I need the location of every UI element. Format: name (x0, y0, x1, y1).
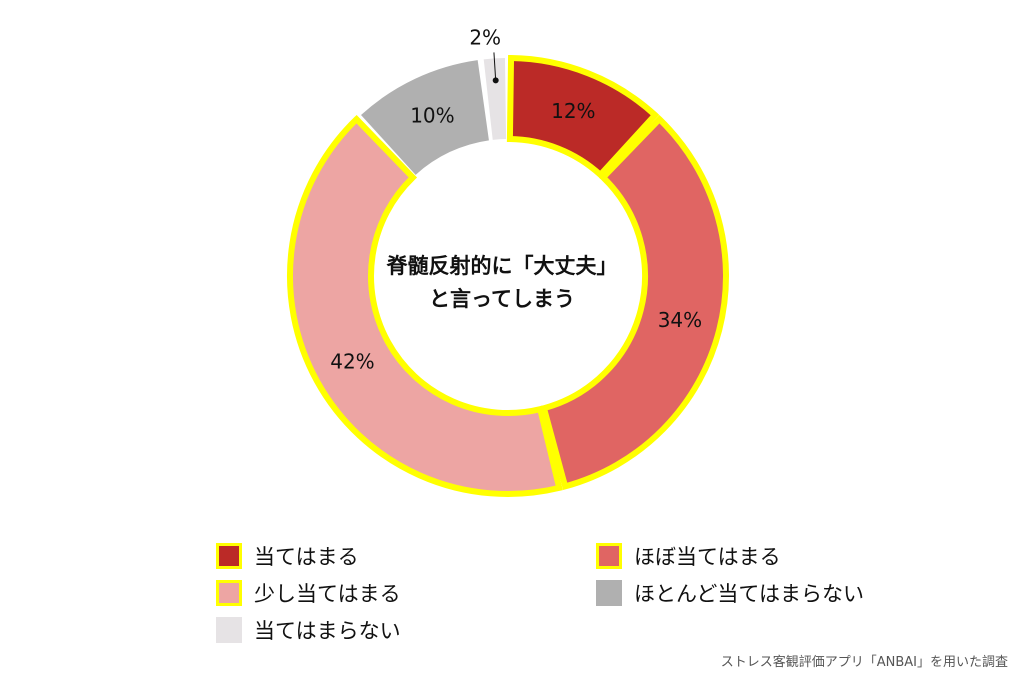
legend-label-sukoshi-atehamaru: 少し当てはまる (254, 582, 401, 606)
slice-label-atehamaranai: 2% (469, 25, 501, 49)
legend-item-sukoshi-atehamaru: 少し当てはまる (216, 577, 401, 609)
legend-label-hotondo-atehamaranai: ほとんど当てはまらない (634, 582, 864, 606)
legend-item-atehamaranai: 当てはまらない (216, 614, 401, 646)
slice-atehamaranai (483, 58, 507, 140)
legend-swatch-hotondo-atehamaranai (596, 580, 622, 606)
slice-label-sukoshi-atehamaru: 42% (330, 350, 374, 374)
legend-label-atehamaru: 当てはまる (254, 545, 359, 569)
legend-item-hobo-atehamaru: ほぼ当てはまる (596, 540, 781, 572)
donut-chart: 12% 34% 42% 10% 2% 脊髄反射的に「大丈夫」 と言ってしまう (287, 25, 729, 497)
slice-hotondo-atehamaranai (361, 60, 489, 175)
legend-swatch-atehamaru (216, 543, 242, 569)
slice-label-atehamaru: 12% (551, 99, 595, 123)
legend-swatch-atehamaranai (216, 617, 242, 643)
slice-hobo-atehamaru (540, 114, 729, 491)
source-note: ストレス客観評価アプリ「ANBAI」を用いた調査 (720, 655, 1008, 670)
legend-swatch-hobo-atehamaru (596, 543, 622, 569)
legend-label-hobo-atehamaru: ほぼ当てはまる (634, 545, 781, 569)
leader-line-atehamaranai (493, 52, 497, 81)
slice-sukoshi-atehamaru (287, 114, 563, 497)
slice-label-hotondo-atehamaranai: 10% (410, 103, 454, 127)
chart-title-line-2: と言ってしまう (429, 287, 575, 311)
legend-item-atehamaru: 当てはまる (216, 540, 359, 572)
slice-atehamaru (506, 54, 660, 180)
chart-title-line-1: 脊髄反射的に「大丈夫」 (386, 254, 618, 278)
legend-item-hotondo-atehamaranai: ほとんど当てはまらない (596, 577, 864, 609)
slice-label-hobo-atehamaru: 34% (658, 308, 702, 332)
legend-swatch-sukoshi-atehamaru (216, 580, 242, 606)
legend-label-atehamaranai: 当てはまらない (254, 619, 401, 643)
